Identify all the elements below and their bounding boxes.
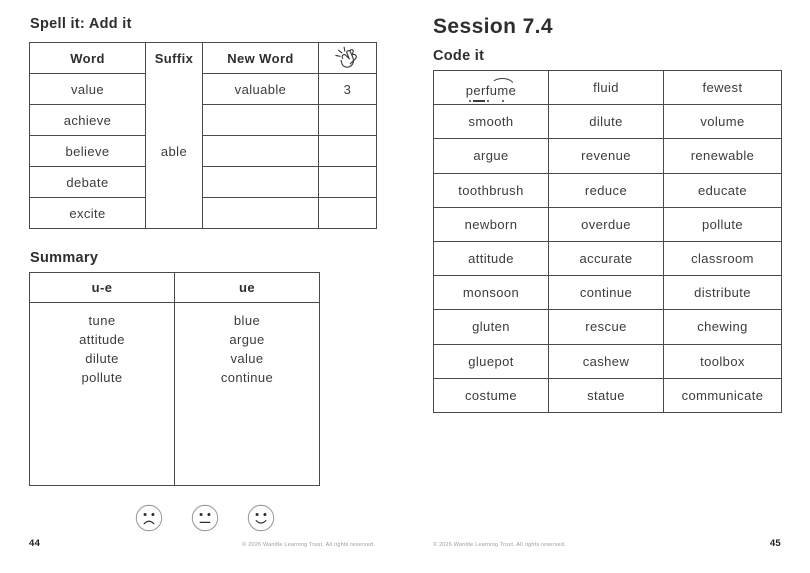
word-cell: newborn xyxy=(433,206,549,242)
table-row: achieve xyxy=(29,104,377,136)
new-word-cell: valuable xyxy=(202,73,319,105)
word-cell: toothbrush xyxy=(433,172,549,208)
score-cell: 3 xyxy=(318,73,377,105)
summary-body-row: tune attitude dilute pollute blue argue … xyxy=(29,302,320,486)
table-row: monsoon continue distribute xyxy=(433,275,782,311)
score-cell xyxy=(318,104,377,136)
word-cell: classroom xyxy=(663,240,782,277)
table-row: gluepot cashew toolbox xyxy=(433,343,782,379)
copyright-left: © 2026 Wandle Learning Trust. All rights… xyxy=(242,542,375,548)
word-cell: believe xyxy=(29,135,146,167)
table-row: excite xyxy=(29,197,377,229)
table-row: debate xyxy=(29,166,377,198)
table-row: believe xyxy=(29,135,377,167)
word-cell: continue xyxy=(548,275,664,311)
table-row: toothbrush reduce educate xyxy=(433,172,782,208)
word-cell: educate xyxy=(663,172,782,208)
score-cell xyxy=(318,166,377,198)
word-cell: monsoon xyxy=(433,275,549,311)
summary-word: dilute xyxy=(85,351,119,366)
word-cell: overdue xyxy=(548,206,664,242)
table-row: gluten rescue chewing xyxy=(433,309,782,345)
summary-title: Summary xyxy=(30,250,99,266)
new-word-cell xyxy=(202,197,319,229)
table-row: perfume fluid fewest xyxy=(433,69,782,106)
table-row: newborn overdue pollute xyxy=(433,206,782,242)
summary-header-row: u-e ue xyxy=(29,272,320,303)
coded-word-perfume: perfume xyxy=(466,77,517,102)
neutral-face-icon xyxy=(191,504,219,532)
word-cell: statue xyxy=(548,377,664,413)
session-title: Session 7.4 xyxy=(433,15,553,38)
word-cell: pollute xyxy=(663,206,782,242)
table-row: smooth dilute volume xyxy=(433,104,782,140)
word-cell: fewest xyxy=(663,69,782,106)
col-header-new-word: New Word xyxy=(202,42,319,74)
summary-word: value xyxy=(230,351,264,366)
copyright-right: © 2026 Wandle Learning Trust. All rights… xyxy=(433,542,566,548)
col-header-word: Word xyxy=(29,42,146,74)
add-it-table: Word Suffix able New Word value xyxy=(29,42,377,229)
word-cell: costume xyxy=(433,377,549,413)
word-cell: gluepot xyxy=(433,343,549,379)
summary-word: argue xyxy=(229,332,265,347)
word-cell: fluid xyxy=(548,69,664,106)
sad-face-icon xyxy=(135,504,163,532)
word-cell: excite xyxy=(29,197,146,229)
word-cell: achieve xyxy=(29,104,146,136)
summary-word: pollute xyxy=(81,370,123,385)
summary-word: attitude xyxy=(79,332,125,347)
page-number-left: 44 xyxy=(29,538,41,549)
happy-face-icon xyxy=(247,504,275,532)
summary-table: u-e ue tune attitude dilute pollute blue… xyxy=(29,272,320,486)
word-cell: attitude xyxy=(433,240,549,277)
new-word-cell xyxy=(202,104,319,136)
col-header-suffix: Suffix xyxy=(154,51,194,66)
word-cell: distribute xyxy=(663,275,782,311)
left-page-title: Spell it: Add it xyxy=(30,16,132,32)
table-row: argue revenue renewable xyxy=(433,138,782,174)
word-cell: revenue xyxy=(548,138,664,174)
word-cell: argue xyxy=(433,138,549,174)
word-cell: toolbox xyxy=(663,343,782,379)
table-row: costume statue communicate xyxy=(433,377,782,413)
summary-word: continue xyxy=(220,370,274,385)
word-cell: rescue xyxy=(548,309,664,345)
code-it-table: perfume fluid fewest smooth dilute volum… xyxy=(433,69,782,413)
word-cell: chewing xyxy=(663,309,782,345)
summary-word: blue xyxy=(233,313,261,328)
word-cell: renewable xyxy=(663,138,782,174)
suffix-column: Suffix able xyxy=(145,42,203,229)
new-word-cell xyxy=(202,135,319,167)
score-cell xyxy=(318,197,377,229)
word-cell: debate xyxy=(29,166,146,198)
code-it-title: Code it xyxy=(433,48,485,64)
word-cell: cashew xyxy=(548,343,664,379)
word-cell: dilute xyxy=(548,104,664,140)
ue-words: blue argue value continue xyxy=(174,302,320,486)
col-header-ue: ue xyxy=(174,272,320,303)
score-cell xyxy=(318,135,377,167)
suffix-value: able xyxy=(160,143,188,159)
table-header-row: Word Suffix able New Word xyxy=(29,42,377,229)
coded-word-cell: perfume xyxy=(433,69,549,106)
new-word-cell xyxy=(202,166,319,198)
col-header-score xyxy=(318,42,377,74)
split-digraph-arc: ume xyxy=(490,77,517,98)
word-cell: accurate xyxy=(548,240,664,277)
word-cell: gluten xyxy=(433,309,549,345)
table-row: value valuable 3 xyxy=(29,73,377,105)
u-split-e-words: tune attitude dilute pollute xyxy=(29,302,175,486)
word-cell: communicate xyxy=(663,377,782,413)
word-cell: volume xyxy=(663,104,782,140)
word-cell: value xyxy=(29,73,146,105)
page-number-right: 45 xyxy=(769,538,781,549)
summary-word: tune xyxy=(88,313,116,328)
clapping-hands-icon xyxy=(320,44,376,73)
col-header-u-split-e: u-e xyxy=(29,272,175,303)
table-row: attitude accurate classroom xyxy=(433,240,782,277)
word-cell: smooth xyxy=(433,104,549,140)
word-cell: reduce xyxy=(548,172,664,208)
